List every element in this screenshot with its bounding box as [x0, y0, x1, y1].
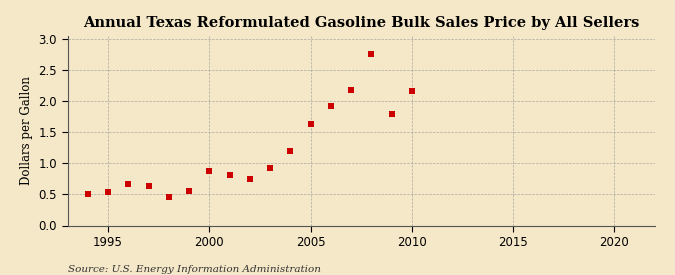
Point	[163, 195, 174, 199]
Point	[244, 177, 255, 181]
Point	[285, 149, 296, 153]
Point	[224, 173, 235, 177]
Point	[386, 111, 397, 116]
Point	[346, 88, 356, 92]
Y-axis label: Dollars per Gallon: Dollars per Gallon	[20, 76, 33, 185]
Point	[103, 190, 113, 194]
Point	[265, 166, 275, 170]
Point	[406, 89, 417, 93]
Text: Source: U.S. Energy Information Administration: Source: U.S. Energy Information Administ…	[68, 265, 321, 274]
Point	[366, 52, 377, 57]
Title: Annual Texas Reformulated Gasoline Bulk Sales Price by All Sellers: Annual Texas Reformulated Gasoline Bulk …	[83, 16, 639, 31]
Point	[143, 184, 154, 188]
Point	[184, 189, 194, 194]
Point	[305, 122, 316, 126]
Point	[82, 192, 93, 197]
Point	[325, 104, 336, 108]
Point	[204, 169, 215, 174]
Point	[123, 182, 134, 187]
